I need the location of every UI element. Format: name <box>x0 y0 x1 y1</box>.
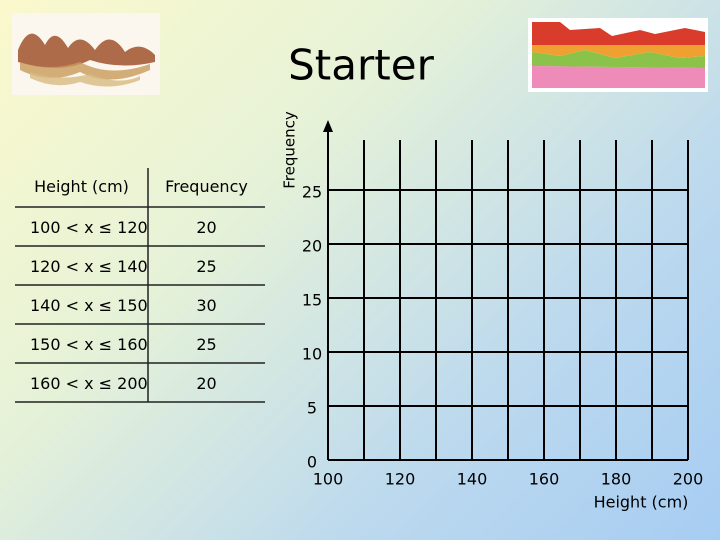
x-tick-label: 160 <box>529 470 560 489</box>
table-cell: 25 <box>196 335 216 354</box>
y-tick-label: 5 <box>307 399 317 418</box>
y-tick-label: 25 <box>302 183 322 202</box>
table-cell: 20 <box>196 374 216 393</box>
x-tick-label: 140 <box>457 470 488 489</box>
table-cell: 160 < x ≤ 200 <box>30 374 148 393</box>
y-axis-arrow <box>323 120 333 132</box>
table-cell: 100 < x ≤ 120 <box>30 218 148 237</box>
y-axis-label: Frequency <box>281 111 299 189</box>
y-tick-label: 0 <box>307 453 317 472</box>
table-header-cell: Frequency <box>165 177 248 196</box>
x-axis-label: Height (cm) <box>594 493 689 512</box>
table-cell: 120 < x ≤ 140 <box>30 257 148 276</box>
x-tick-label: 200 <box>673 470 704 489</box>
picture-right <box>528 18 708 92</box>
table: Height (cm) Frequency 100 < x ≤ 120 20 120 <… <box>15 168 265 403</box>
picture-left <box>12 13 160 95</box>
y-tick-label: 10 <box>302 345 322 364</box>
table-header-cell: Height (cm) <box>34 177 129 196</box>
table-cell: 30 <box>196 296 216 315</box>
table-cell: 25 <box>196 257 216 276</box>
y-tick-label: 15 <box>302 291 322 310</box>
table-cell: 20 <box>196 218 216 237</box>
x-tick-label: 100 <box>313 470 344 489</box>
table-cell: 150 < x ≤ 160 <box>30 335 148 354</box>
table-cell: 140 < x ≤ 150 <box>30 296 148 315</box>
slide-title: Starter <box>288 41 434 90</box>
y-tick-label: 20 <box>302 237 322 256</box>
x-tick-label: 120 <box>385 470 416 489</box>
x-tick-label: 180 <box>601 470 632 489</box>
